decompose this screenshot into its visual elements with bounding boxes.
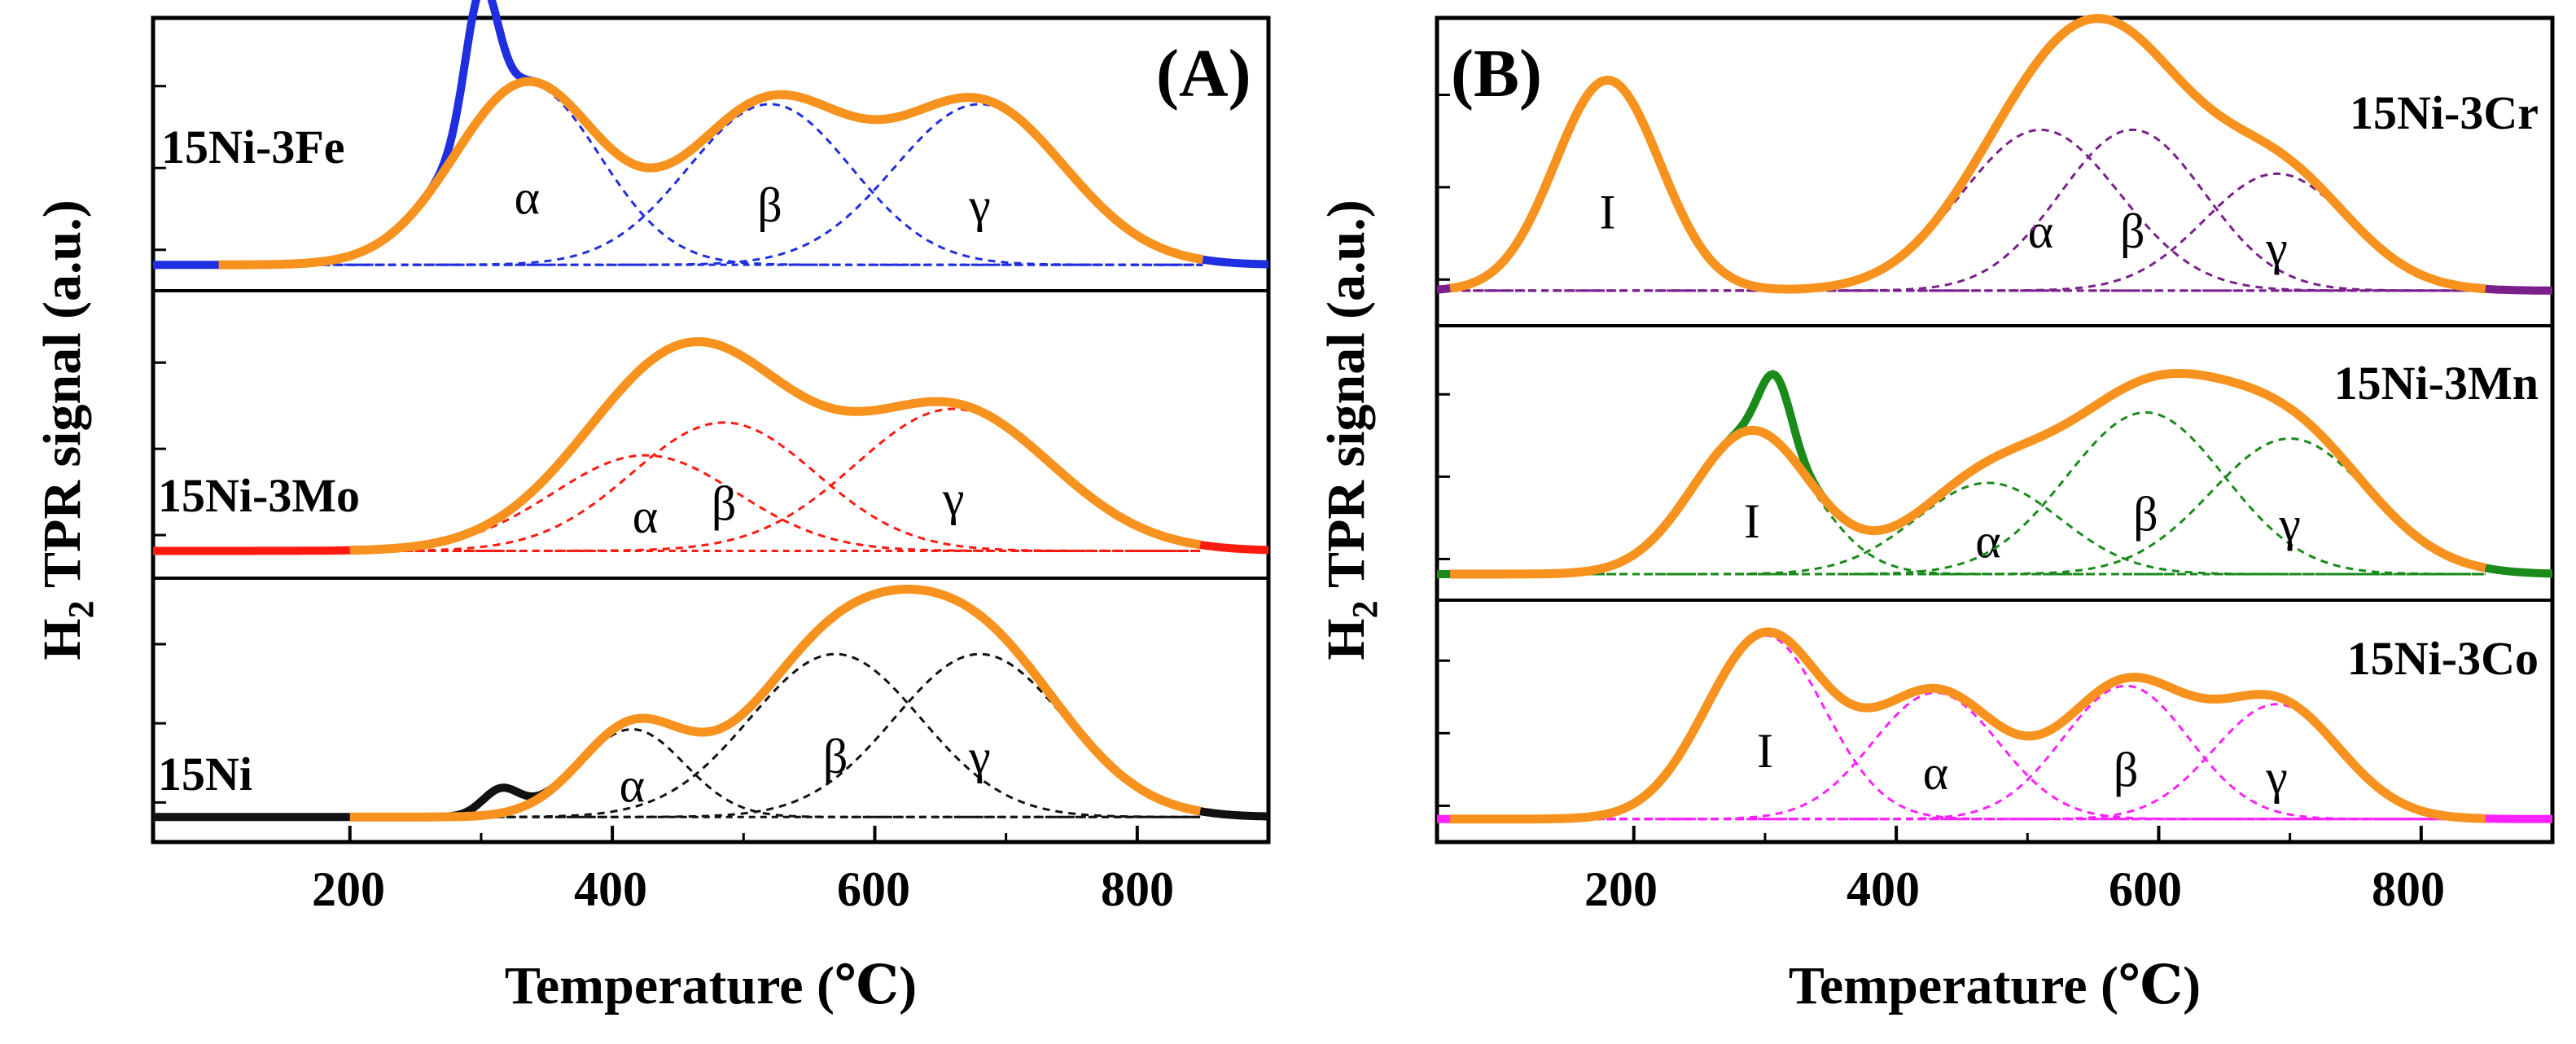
panel-0-15Ni-peak-label-2: γ [968,730,991,783]
panel-0-15Ni-3Fe-peak-label-2: γ [968,178,991,232]
panel-b-xtick-label-800: 800 [2372,862,2445,916]
panel-1-15Ni-3Mn-component-3 [1450,436,2486,576]
panel-a-xtick-label-800: 800 [1101,862,1174,916]
panel-1-15Ni-3Co-peak-label-2: β [2114,744,2139,797]
panel-0-15Ni-3Fe-peak-label-0: α [515,171,540,225]
panel-b-x-ticks: 200 400 600 800 [1584,862,2445,916]
panel-0-15Ni-3Fe-component-1 [218,103,1203,266]
panel-0-15Ni-fit-curve [349,585,1202,822]
panel-1-15Ni-3Mn-component-2 [1450,410,2486,576]
panel-1-15Ni-3Cr-component-3 [1450,172,2486,292]
panel-1-15Ni-3Co-peak-label-0: I [1757,724,1773,778]
panel-1-15Ni-3Mn-peak-label-1: α [1975,514,2000,568]
panel-a-sample-3-label: 15Ni [158,748,252,801]
panel-0-subplot-0: α β γ [153,0,1268,270]
panel-b-frame [1435,15,2555,844]
panel-b-sample-3-label: 15Ni-3Co [2347,632,2539,685]
panel-a-xtick-label-200: 200 [312,862,385,916]
panel-a-sample-1-label: 15Ni-3Fe [161,121,345,173]
panel-1-15Ni-3Cr-peak-label-3: γ [2265,221,2288,274]
panel-1-15Ni-3Mn-peak-label-0: I [1744,494,1760,548]
panel-b-x-axis-title: Temperature (℃) [1789,956,2201,1015]
panel-a-frame [151,15,1271,844]
panel-b-xtick-label-200: 200 [1584,862,1658,916]
panel-0-15Ni-3Mo-peak-label-1: β [712,477,737,531]
panel-0-15Ni-3Fe-component-0 [218,81,1203,266]
panel-b: (B) 15Ni-3Cr 15Ni-3Mn 15Ni-3Co 200 400 6… [1316,14,2555,1015]
panel-1-15Ni-3Cr-peak-label-0: I [1600,186,1616,239]
panel-a-label: (A) [1156,36,1251,112]
panel-0-15Ni-peak-label-1: β [823,730,848,783]
panel-1-15Ni-3Mn-fit-curve [1449,369,2486,579]
panel-b-y-axis-title: H2 TPR signal (a.u.) [1316,200,1385,660]
panel-0-15Ni-component-1 [349,652,1201,818]
panel-a-sample-2-label: 15Ni-3Mo [158,469,360,522]
panel-1-15Ni-3Co-fit-curve [1449,627,2486,824]
panel-1-15Ni-3Cr-fit-curve [1449,14,2486,294]
panel-1-15Ni-3Co-component-3 [1450,703,2486,821]
panel-a-xtick-label-400: 400 [574,862,647,916]
panel-a-y-axis-title: H2 TPR signal (a.u.) [33,200,101,660]
panel-b-sample-1-label: 15Ni-3Cr [2350,86,2539,139]
panel-0-15Ni-3Fe-peak-label-1: β [757,178,782,232]
panel-a-plot-area: α β γα β γαβ γ [153,0,1269,842]
panel-b-xtick-label-400: 400 [1847,862,1920,916]
panel-1-15Ni-3Co-component-1 [1450,691,2486,821]
panel-a-x-axis-title: Temperature (℃) [505,956,917,1015]
panel-1-15Ni-3Co-peak-label-1: α [1923,746,1948,800]
panel-0-15Ni-3Fe-fit-curve [217,77,1204,270]
panel-0-15Ni-3Mo-peak-label-2: γ [942,472,965,525]
panel-1-15Ni-3Mn-component-0 [1450,429,2486,576]
panel-0-15Ni-3Mo-component-0 [349,454,1201,552]
panel-0-15Ni-measured-curve [153,585,1269,822]
panel-1-15Ni-3Mn-peak-label-3: γ [2278,498,2301,551]
panel-1-15Ni-3Co-peak-label-3: γ [2265,750,2288,804]
panel-1-15Ni-3Mn-component-1 [1450,481,2486,576]
panel-b-label: (B) [1451,36,1542,112]
panel-a-x-ticks: 200 400 600 800 [312,862,1174,916]
panel-a-xtick-label-600: 600 [837,862,910,916]
panel-1-15Ni-3Cr-peak-label-2: β [2120,204,2145,258]
panel-0-15Ni-peak-label-0: α [620,758,645,812]
panel-1-15Ni-3Mn-peak-label-2: β [2133,488,2158,542]
panel-0-subplot-2: α β γ [153,585,1269,822]
panel-a: (A) 15Ni-3Fe 15Ni-3Mo 15Ni 200 400 600 8… [33,0,1271,1015]
panel-1-15Ni-3Co-component-0 [1450,634,2486,821]
panel-b-xtick-label-600: 600 [2109,862,2182,916]
panel-0-15Ni-3Mo-fit-curve [349,337,1202,555]
panel-0-15Ni-3Mo-peak-label-0: α [633,489,658,543]
panel-b-sample-2-label: 15Ni-3Mn [2334,357,2539,410]
